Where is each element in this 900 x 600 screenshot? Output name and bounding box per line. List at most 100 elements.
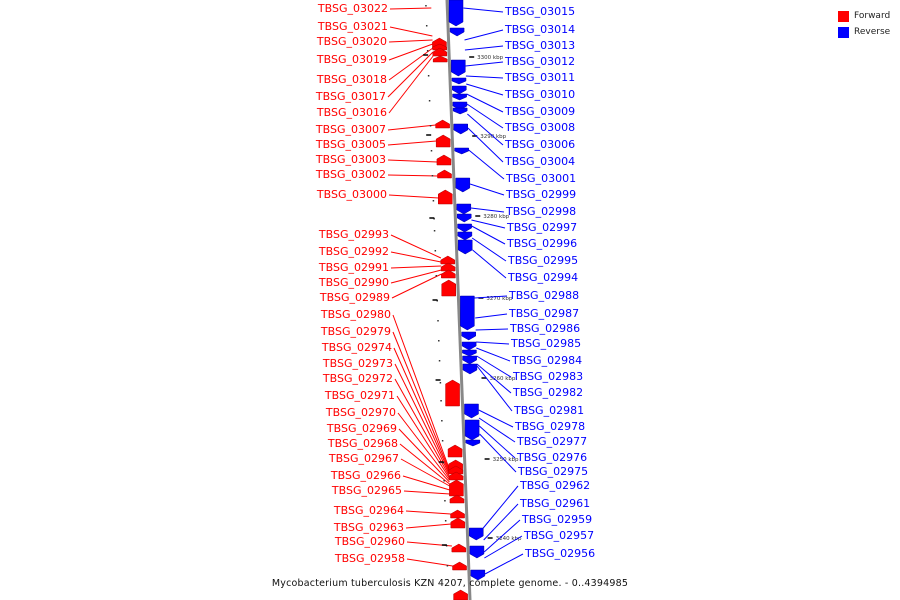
gene-reverse <box>451 59 466 77</box>
gene-reverse <box>454 147 469 155</box>
gene-label-forward: TBSG_02968 <box>327 437 398 450</box>
genome-caption: Mycobacterium tuberculosis KZN 4207, com… <box>271 578 629 589</box>
connector-line <box>390 269 442 284</box>
gene-label-forward: TBSG_03020 <box>316 35 387 48</box>
gene-reverse <box>452 107 468 115</box>
gene-label-forward: TBSG_02992 <box>318 245 389 258</box>
connector-line <box>466 103 504 129</box>
connector-line <box>403 490 450 495</box>
connector-line <box>484 553 524 575</box>
gene-label-forward: TBSG_02972 <box>322 372 393 385</box>
gene-forward <box>440 255 456 265</box>
connector-line <box>405 523 452 529</box>
gene-label-reverse: TBSG_02957 <box>523 529 594 542</box>
gene-label-forward: TBSG_03018 <box>316 73 387 86</box>
gene-label-forward: TBSG_02964 <box>333 504 404 517</box>
gene-reverse <box>457 223 472 233</box>
gene-forward <box>448 471 464 481</box>
gene-reverse <box>460 295 475 331</box>
gene-label-forward: TBSG_02989 <box>319 291 390 304</box>
minor-ticks <box>423 5 449 567</box>
gene-forward <box>452 561 467 571</box>
gene-label-reverse: TBSG_02999 <box>505 188 576 201</box>
gene-forward <box>437 169 452 179</box>
gene-forward <box>448 465 464 475</box>
gene-reverse <box>462 363 478 375</box>
gene-label-forward: TBSG_03017 <box>315 90 386 103</box>
gene-reverse <box>464 419 480 441</box>
gene-reverse <box>452 85 467 95</box>
connector-line <box>396 395 450 479</box>
connector-line <box>388 43 433 61</box>
tick-label: 3240 kbp <box>496 536 522 542</box>
tick-label: 3300 kbp <box>477 55 503 61</box>
gene-reverse <box>462 349 477 357</box>
connector-line <box>464 45 504 51</box>
connector-line <box>470 207 505 213</box>
connector-line <box>387 159 438 163</box>
gene-reverse <box>469 545 485 559</box>
connector-line <box>483 519 521 553</box>
minor-tick <box>435 275 438 277</box>
connector-line <box>478 425 516 459</box>
connector-line <box>468 149 505 180</box>
gene-label-forward: TBSG_02974 <box>321 341 392 354</box>
gene-label-forward: TBSG_02966 <box>330 469 401 482</box>
minor-tick <box>430 150 433 152</box>
gene-labels: TBSG_03022 TBSG_03021 TBSG_03020 TBSG_03019… <box>315 2 595 565</box>
gene-reverse <box>452 93 467 101</box>
gene-reverse <box>457 231 473 241</box>
gene-forward <box>441 279 456 297</box>
minor-tick <box>437 320 439 322</box>
gene-label-reverse: TBSG_02987 <box>508 307 579 320</box>
connector-line <box>394 378 450 477</box>
minor-tick <box>427 75 430 77</box>
gene-forward <box>438 189 453 205</box>
connector-line <box>474 295 508 299</box>
connector-line <box>482 485 519 529</box>
gene-label-reverse: TBSG_03013 <box>504 39 575 52</box>
minor-tick <box>444 500 446 502</box>
minor-tick <box>438 360 441 362</box>
connector-line <box>476 341 510 345</box>
connector-line <box>391 273 442 299</box>
connector-line <box>467 127 504 163</box>
gene-reverse <box>468 527 484 541</box>
gene-label-forward: TBSG_02960 <box>334 535 405 548</box>
connector-line <box>476 365 513 412</box>
connector-line <box>390 265 442 269</box>
legend-forward: Forward <box>838 8 890 24</box>
gene-label-reverse: TBSG_03012 <box>504 55 575 68</box>
gene-label-forward: TBSG_02963 <box>333 521 404 534</box>
connector-line <box>479 433 517 473</box>
gene-label-reverse: TBSG_03006 <box>504 138 575 151</box>
gene-label-reverse: TBSG_02984 <box>511 354 582 367</box>
gene-label-reverse: TBSG_02983 <box>512 370 583 383</box>
connector-line <box>389 7 432 10</box>
gene-label-forward: TBSG_02971 <box>324 389 395 402</box>
gene-label-forward: TBSG_03022 <box>317 2 388 15</box>
legend-reverse: Reverse <box>838 24 890 40</box>
connector-line <box>402 475 450 491</box>
minor-tick <box>440 400 442 402</box>
gene-reverse <box>465 439 481 447</box>
connector-line <box>390 251 442 263</box>
minor-tick <box>439 382 442 384</box>
gene-forward <box>447 444 463 458</box>
connector-line <box>399 443 450 485</box>
minor-tick <box>434 250 437 252</box>
gene-label-reverse: TBSG_02981 <box>513 404 584 417</box>
gene-label-reverse: TBSG_02976 <box>516 451 587 464</box>
minor-tick <box>441 420 443 422</box>
reverse-swatch <box>838 26 849 38</box>
connector-line <box>390 234 442 259</box>
gene-label-reverse: TBSG_02995 <box>507 254 578 267</box>
minor-tick <box>429 125 432 127</box>
connector-line <box>406 558 453 567</box>
connector-line <box>394 363 450 475</box>
gene-label-reverse: TBSG_03010 <box>504 88 575 101</box>
gene-label-reverse: TBSG_02998 <box>505 205 576 218</box>
gene-forward <box>449 494 465 504</box>
legend: Forward Reverse <box>838 8 890 40</box>
